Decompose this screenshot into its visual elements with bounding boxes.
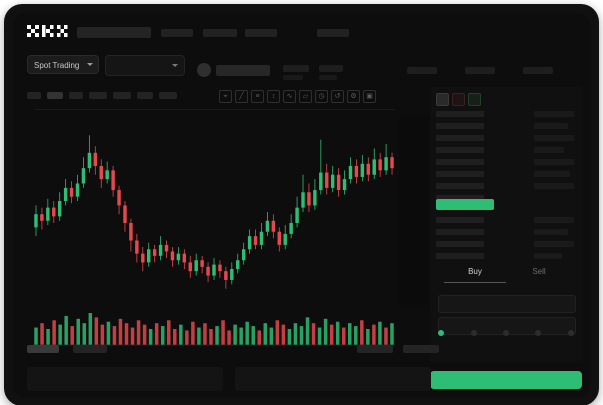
timeframe-3[interactable] <box>69 92 83 99</box>
ask-row-amount <box>534 135 574 141</box>
tab-active-underline <box>444 282 506 283</box>
timeframe-2[interactable] <box>47 92 63 99</box>
ask-row-amount <box>534 123 568 129</box>
chevron-down-icon <box>87 63 93 66</box>
bid-row-price[interactable] <box>436 241 484 247</box>
indicator-chip[interactable] <box>137 92 153 99</box>
nav-item-4[interactable] <box>317 29 349 37</box>
book-asks-icon[interactable] <box>468 93 481 106</box>
cursor-icon[interactable]: ⌖ <box>219 90 232 103</box>
tab-buy[interactable]: Buy <box>468 267 482 276</box>
pair-selector[interactable] <box>105 55 185 76</box>
bid-row-amount <box>534 217 574 223</box>
ask-row-price[interactable] <box>436 183 484 189</box>
ask-row-amount <box>534 147 564 153</box>
spread-indicator <box>436 199 494 210</box>
bid-row-price[interactable] <box>436 229 484 235</box>
bid-row-price[interactable] <box>436 253 484 259</box>
trade-tab-bar: Buy Sell <box>430 263 582 289</box>
chart-top-divider <box>35 109 395 110</box>
market-header-bar: Spot Trading <box>13 49 590 83</box>
ask-row-price[interactable] <box>436 111 484 117</box>
device-frame: Spot Trading <box>4 4 599 405</box>
ask-row-price[interactable] <box>436 159 484 165</box>
ask-row-price[interactable] <box>436 147 484 153</box>
bid-row-price[interactable] <box>436 217 484 223</box>
bid-row-amount <box>534 241 574 247</box>
slider-step-1[interactable] <box>471 330 477 336</box>
magnet-icon[interactable]: ▱ <box>299 90 312 103</box>
stat-24h-low <box>465 67 495 74</box>
nav-item-1[interactable] <box>161 29 193 37</box>
candlestick-chart[interactable] <box>21 109 441 309</box>
stat-24h-high <box>407 67 437 74</box>
bid-row-amount <box>534 253 562 259</box>
bottom-card-right[interactable] <box>235 367 431 391</box>
nav-item-2[interactable] <box>203 29 237 37</box>
fib-icon[interactable]: ≡ <box>251 90 264 103</box>
chart-toolbar: ⌖ ╱ ≡ ↕ ∿ ▱ ◷ ↺ ⚙ ▣ <box>21 87 391 105</box>
tab-open-orders[interactable] <box>27 345 59 353</box>
stat-last-price-sub <box>283 75 303 80</box>
tab-order-history[interactable] <box>73 345 107 353</box>
ask-row-amount <box>534 171 570 177</box>
market-type-label: Spot Trading <box>34 61 80 70</box>
ask-row-price[interactable] <box>436 171 484 177</box>
undo-icon[interactable]: ↺ <box>331 90 344 103</box>
chip-cancel-all[interactable] <box>403 345 439 353</box>
chevron-down-icon <box>172 64 178 67</box>
coin-avatar <box>197 63 211 77</box>
stat-24h-volume <box>523 67 553 74</box>
slider-step-0[interactable] <box>438 330 444 336</box>
measure-icon[interactable]: ↕ <box>267 90 280 103</box>
volume-chart <box>33 313 395 346</box>
timeframe-5[interactable] <box>113 92 131 99</box>
stat-last-price <box>283 65 309 72</box>
submit-order-button[interactable] <box>430 371 582 389</box>
ask-row-price[interactable] <box>436 123 484 129</box>
ask-row-amount <box>534 111 574 117</box>
book-all-icon[interactable] <box>436 93 449 106</box>
compare-chip[interactable] <box>159 92 177 99</box>
camera-icon[interactable]: ▣ <box>363 90 376 103</box>
stat-24h-change-sub <box>319 75 337 80</box>
tab-sell[interactable]: Sell <box>532 267 546 276</box>
bid-row-amount <box>534 229 568 235</box>
ask-row-amount <box>534 183 574 189</box>
slider-step-3[interactable] <box>535 330 541 336</box>
bottom-card-left[interactable] <box>27 367 223 391</box>
chip-hide-other-pairs[interactable] <box>357 345 393 353</box>
order-book-panel: Buy Sell <box>430 87 582 362</box>
market-type-select[interactable]: Spot Trading <box>27 55 99 74</box>
ask-row-amount <box>534 159 574 165</box>
brush-icon[interactable]: ∿ <box>283 90 296 103</box>
pair-name-label <box>216 65 270 76</box>
okx-logo-icon[interactable] <box>27 25 69 38</box>
search-input[interactable] <box>77 27 151 38</box>
stat-24h-change <box>319 65 343 72</box>
nav-item-3[interactable] <box>245 29 277 37</box>
slider-step-2[interactable] <box>503 330 509 336</box>
ask-row-price[interactable] <box>436 135 484 141</box>
ask-row-price[interactable] <box>436 195 484 201</box>
slider-step-4[interactable] <box>568 330 574 336</box>
order-price-field[interactable] <box>438 295 576 313</box>
timeframe-4[interactable] <box>89 92 107 99</box>
top-navigation-bar <box>13 13 590 49</box>
app-screen: Spot Trading <box>13 13 590 397</box>
trendline-icon[interactable]: ╱ <box>235 90 248 103</box>
eye-icon[interactable]: ◷ <box>315 90 328 103</box>
timeframe-1[interactable] <box>27 92 41 99</box>
settings-icon[interactable]: ⚙ <box>347 90 360 103</box>
price-chart-panel[interactable] <box>21 109 441 357</box>
amount-slider[interactable] <box>430 330 582 338</box>
book-bids-icon[interactable] <box>452 93 465 106</box>
